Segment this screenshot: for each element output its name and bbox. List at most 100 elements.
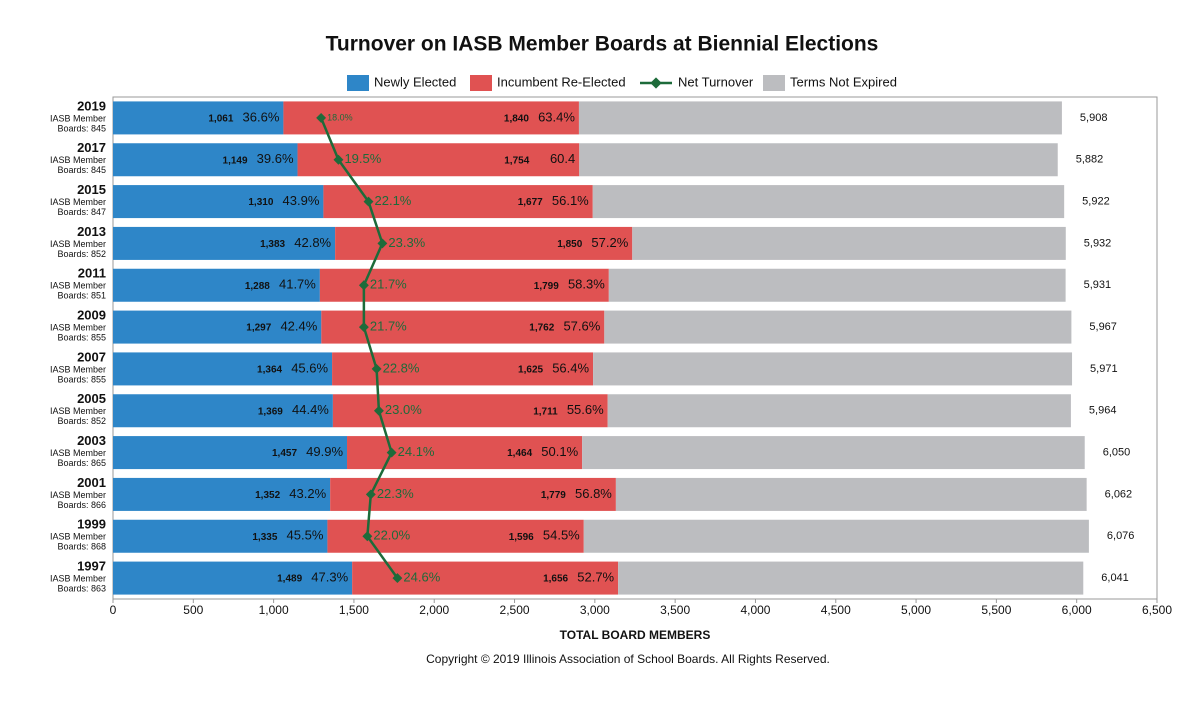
category-note: Boards: 855: [57, 332, 106, 342]
segment-count: 1,464: [507, 448, 532, 459]
x-tick-label: 6,000: [1062, 603, 1092, 617]
turnover-label: 19.5%: [344, 151, 381, 166]
segment-count: 1,364: [257, 365, 282, 376]
category-label: 2005: [77, 391, 106, 406]
chart-title: Turnover on IASB Member Boards at Bienni…: [326, 33, 879, 56]
category-note: IASB Member: [50, 155, 106, 165]
category-note: IASB Member: [50, 532, 106, 542]
bar-segment: [607, 394, 1071, 428]
segment-percent: 43.9%: [283, 193, 320, 208]
turnover-marker: [386, 447, 397, 458]
total-label: 6,050: [1103, 446, 1131, 458]
category-label: 2017: [77, 140, 106, 155]
turnover-marker: [392, 573, 403, 584]
x-tick-label: 5,000: [901, 603, 931, 617]
category-note: Boards: 865: [57, 458, 106, 468]
segment-count: 1,489: [277, 574, 302, 585]
category-note: IASB Member: [50, 197, 106, 207]
x-tick-label: 500: [183, 603, 203, 617]
category-note: IASB Member: [50, 364, 106, 374]
turnover-label: 23.0%: [385, 402, 422, 417]
segment-percent: 42.8%: [294, 235, 331, 250]
bar-segment: [113, 561, 353, 595]
x-tick-label: 3,000: [580, 603, 610, 617]
segment-percent: 52.7%: [577, 570, 614, 585]
category-note: Boards: 845: [57, 123, 106, 133]
bar-segment: [592, 185, 1065, 219]
x-tick-label: 1,000: [259, 603, 289, 617]
legend-label: Incumbent Re-Elected: [497, 74, 626, 89]
segment-count: 1,310: [248, 197, 273, 208]
bar-segment: [632, 226, 1066, 260]
segment-percent: 56.8%: [575, 486, 612, 501]
bar-segment: [113, 477, 331, 511]
segment-count: 1,625: [518, 365, 543, 376]
legend-swatch: [347, 75, 369, 91]
category-label: 2013: [77, 224, 106, 239]
bar-segment: [608, 268, 1066, 302]
segment-count: 1,457: [272, 448, 297, 459]
x-tick-label: 6,500: [1142, 603, 1172, 617]
segment-count: 1,762: [529, 323, 554, 334]
x-axis-label: TOTAL BOARD MEMBERS: [560, 628, 711, 642]
category-note: IASB Member: [50, 322, 106, 332]
turnover-marker: [358, 280, 369, 291]
legend-swatch: [763, 75, 785, 91]
bar-segment: [297, 143, 580, 177]
turnover-label: 24.1%: [398, 444, 435, 459]
turnover-label: 21.7%: [370, 277, 407, 292]
turnover-label: 22.0%: [373, 528, 410, 543]
total-label: 5,932: [1084, 237, 1112, 249]
segment-percent: 56.1%: [552, 193, 589, 208]
copyright-note: Copyright © 2019 Illinois Association of…: [426, 652, 830, 666]
bar-segment: [579, 143, 1058, 177]
category-label: 2015: [77, 182, 106, 197]
segment-count: 1,297: [246, 323, 271, 334]
x-tick-label: 3,500: [660, 603, 690, 617]
x-tick-label: 2,500: [500, 603, 530, 617]
category-note: IASB Member: [50, 239, 106, 249]
bar-segment: [113, 185, 324, 219]
turnover-label: 21.7%: [370, 319, 407, 334]
segment-count: 1,850: [557, 239, 582, 250]
turnover-marker: [377, 238, 388, 249]
segment-percent: 43.2%: [289, 486, 326, 501]
segment-percent: 57.6%: [563, 319, 600, 334]
x-tick-label: 1,500: [339, 603, 369, 617]
turnover-marker: [373, 405, 384, 416]
total-label: 6,062: [1105, 488, 1133, 500]
category-note: Boards: 852: [57, 249, 106, 259]
category-label: 2019: [77, 98, 106, 113]
category-note: IASB Member: [50, 573, 106, 583]
segment-percent: 36.6%: [243, 109, 280, 124]
category-label: 1999: [77, 517, 106, 532]
bar-segment: [283, 101, 579, 135]
category-note: Boards: 863: [57, 583, 106, 593]
legend-marker: [650, 77, 662, 89]
total-label: 5,967: [1089, 321, 1117, 333]
category-label: 2007: [77, 349, 106, 364]
x-tick-label: 5,500: [981, 603, 1011, 617]
segment-percent: 47.3%: [311, 570, 348, 585]
bar-segment: [113, 268, 320, 302]
legend-label: Newly Elected: [374, 74, 456, 89]
bar-segment: [113, 143, 298, 177]
segment-count: 1,840: [504, 114, 529, 125]
bar-segment: [113, 436, 348, 470]
segment-count: 1,779: [541, 490, 566, 501]
bar-segment: [113, 394, 333, 428]
legend-label: Net Turnover: [678, 74, 754, 89]
bar-segment: [113, 101, 284, 135]
bar-segment: [113, 352, 333, 386]
segment-count: 1,711: [533, 406, 558, 417]
category-note: IASB Member: [50, 281, 106, 291]
segment-percent: 50.1%: [541, 444, 578, 459]
total-label: 5,882: [1076, 154, 1104, 166]
segment-percent: 44.4%: [292, 402, 329, 417]
segment-count: 1,383: [260, 239, 285, 250]
bar-segment: [330, 477, 616, 511]
total-label: 5,908: [1080, 112, 1108, 124]
turnover-label: 22.8%: [383, 360, 420, 375]
bar-segment: [615, 477, 1087, 511]
legend-swatch: [470, 75, 492, 91]
